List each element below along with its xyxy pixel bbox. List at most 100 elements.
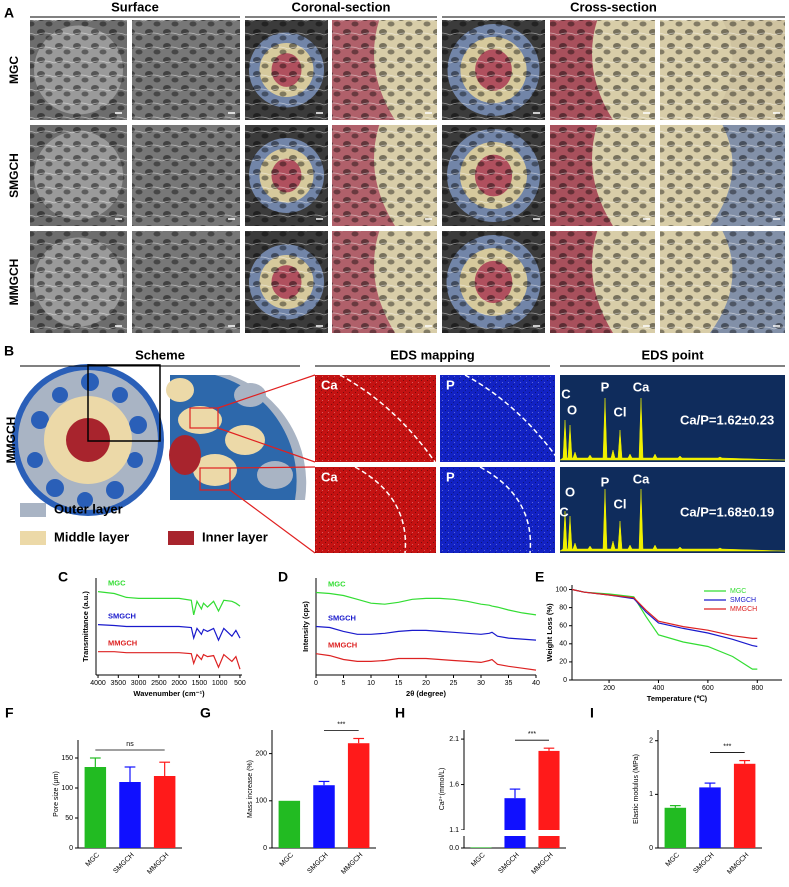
legend-swatch bbox=[168, 531, 194, 545]
bar bbox=[470, 847, 492, 848]
legend-label: Inner layer bbox=[202, 529, 268, 544]
element-label: Ca bbox=[321, 469, 338, 484]
x-tick-label: 40 bbox=[532, 680, 540, 687]
row-label: MMGCH bbox=[4, 417, 18, 464]
y-tick-label: 1.1 bbox=[449, 827, 459, 834]
row-label: MMGCH bbox=[7, 259, 21, 306]
x-tick-label: 3000 bbox=[131, 680, 147, 687]
peak-label: Ca bbox=[633, 379, 650, 394]
series-line bbox=[97, 624, 241, 642]
x-tick-label: 2500 bbox=[151, 680, 167, 687]
series-label: MGC bbox=[328, 580, 346, 589]
boundary bbox=[339, 374, 436, 463]
y-tick-label: 0 bbox=[649, 845, 653, 852]
element-label: Ca bbox=[321, 377, 338, 392]
x-tick-label: 600 bbox=[702, 685, 714, 692]
bar bbox=[278, 800, 301, 848]
peak-label: C bbox=[559, 504, 569, 519]
y-axis-label: Transmittance (a.u.) bbox=[81, 591, 90, 662]
texture bbox=[30, 231, 127, 333]
bar bbox=[504, 798, 526, 848]
x-tick-label: 30 bbox=[477, 680, 485, 687]
element-label: P bbox=[446, 469, 455, 484]
x-tick-label: SMGCH bbox=[497, 852, 520, 875]
peak-label: P bbox=[601, 379, 610, 394]
texture bbox=[245, 20, 328, 120]
texture bbox=[332, 231, 437, 333]
series-label: SMGCH bbox=[108, 612, 136, 621]
legend-swatch bbox=[20, 503, 46, 517]
peak-label: Cl bbox=[614, 404, 627, 419]
column-header: Surface bbox=[111, 0, 159, 14]
x-tick-label: SMGCH bbox=[692, 852, 715, 875]
x-tick-label: MGC bbox=[279, 852, 296, 869]
panel-letter: E bbox=[535, 569, 544, 585]
x-tick-label: 25 bbox=[450, 680, 458, 687]
x-tick-label: 1500 bbox=[192, 680, 208, 687]
y-tick-label: 1.6 bbox=[449, 781, 459, 788]
x-tick-label: SMGCH bbox=[306, 852, 329, 875]
axis-break bbox=[460, 830, 566, 836]
peak-label: O bbox=[565, 484, 575, 499]
x-axis-label: 2θ (degree) bbox=[406, 689, 446, 698]
panel-letter: C bbox=[58, 569, 68, 585]
series-line bbox=[315, 625, 537, 641]
y-tick-label: 200 bbox=[255, 750, 267, 757]
y-axis-label: Weight Loss (%) bbox=[545, 603, 554, 662]
texture bbox=[132, 20, 240, 120]
legend-label: MMGCH bbox=[730, 606, 757, 613]
x-tick-label: 0 bbox=[314, 680, 318, 687]
peak-label: O bbox=[567, 402, 577, 417]
legend-swatch bbox=[20, 531, 46, 545]
x-tick-label: 2000 bbox=[171, 680, 187, 687]
texture bbox=[442, 125, 545, 226]
texture bbox=[30, 125, 127, 226]
x-tick-label: MGC bbox=[470, 852, 487, 869]
panel-letter: H bbox=[395, 705, 405, 721]
peak-label: Ca bbox=[633, 471, 650, 486]
x-tick-label: 20 bbox=[422, 680, 430, 687]
y-tick-label: 0.0 bbox=[449, 845, 459, 852]
y-tick-label: 2 bbox=[649, 738, 653, 745]
boundary bbox=[464, 374, 561, 463]
x-tick-label: 15 bbox=[395, 680, 403, 687]
x-tick-label: MGC bbox=[665, 852, 682, 869]
legend-label: MGC bbox=[730, 588, 746, 595]
y-axis-label: Mass increase (%) bbox=[247, 760, 254, 818]
x-tick-label: MMGCH bbox=[531, 852, 555, 876]
column-header: EDS mapping bbox=[390, 347, 475, 362]
series-label: MMGCH bbox=[108, 639, 137, 648]
texture bbox=[550, 231, 655, 333]
panel-letter: I bbox=[590, 705, 594, 721]
element-label: P bbox=[446, 377, 455, 392]
panel-letter: G bbox=[200, 705, 211, 721]
y-axis-label: Ca²⁺(mmol/L) bbox=[439, 768, 446, 811]
y-tick-label: 100 bbox=[61, 785, 73, 792]
texture bbox=[550, 125, 655, 226]
eds-spectrum-bg bbox=[560, 375, 785, 462]
legend-label: Middle layer bbox=[54, 529, 129, 544]
bar bbox=[119, 782, 141, 848]
x-axis-label: Temperature (℃) bbox=[647, 694, 708, 703]
eds-map-noise bbox=[440, 467, 555, 553]
x-tick-label: MMGCH bbox=[340, 852, 364, 876]
series-line bbox=[315, 591, 537, 616]
bar bbox=[538, 750, 560, 848]
y-tick-label: 100 bbox=[255, 798, 267, 805]
column-header: Scheme bbox=[135, 347, 185, 362]
eds-map-noise bbox=[315, 375, 436, 462]
significance-label: ns bbox=[126, 741, 134, 748]
bar bbox=[84, 767, 107, 848]
x-tick-label: MMGCH bbox=[146, 852, 170, 876]
texture bbox=[550, 20, 655, 120]
ca-p-ratio: Ca/P=1.62±0.23 bbox=[680, 412, 774, 427]
x-tick-label: 10 bbox=[367, 680, 375, 687]
y-tick-label: 50 bbox=[65, 815, 73, 822]
texture bbox=[132, 231, 240, 333]
peak-label: C bbox=[561, 386, 571, 401]
row-label: SMGCH bbox=[7, 153, 21, 198]
series-line bbox=[98, 651, 241, 670]
column-header: EDS point bbox=[641, 347, 704, 362]
texture bbox=[245, 125, 328, 226]
